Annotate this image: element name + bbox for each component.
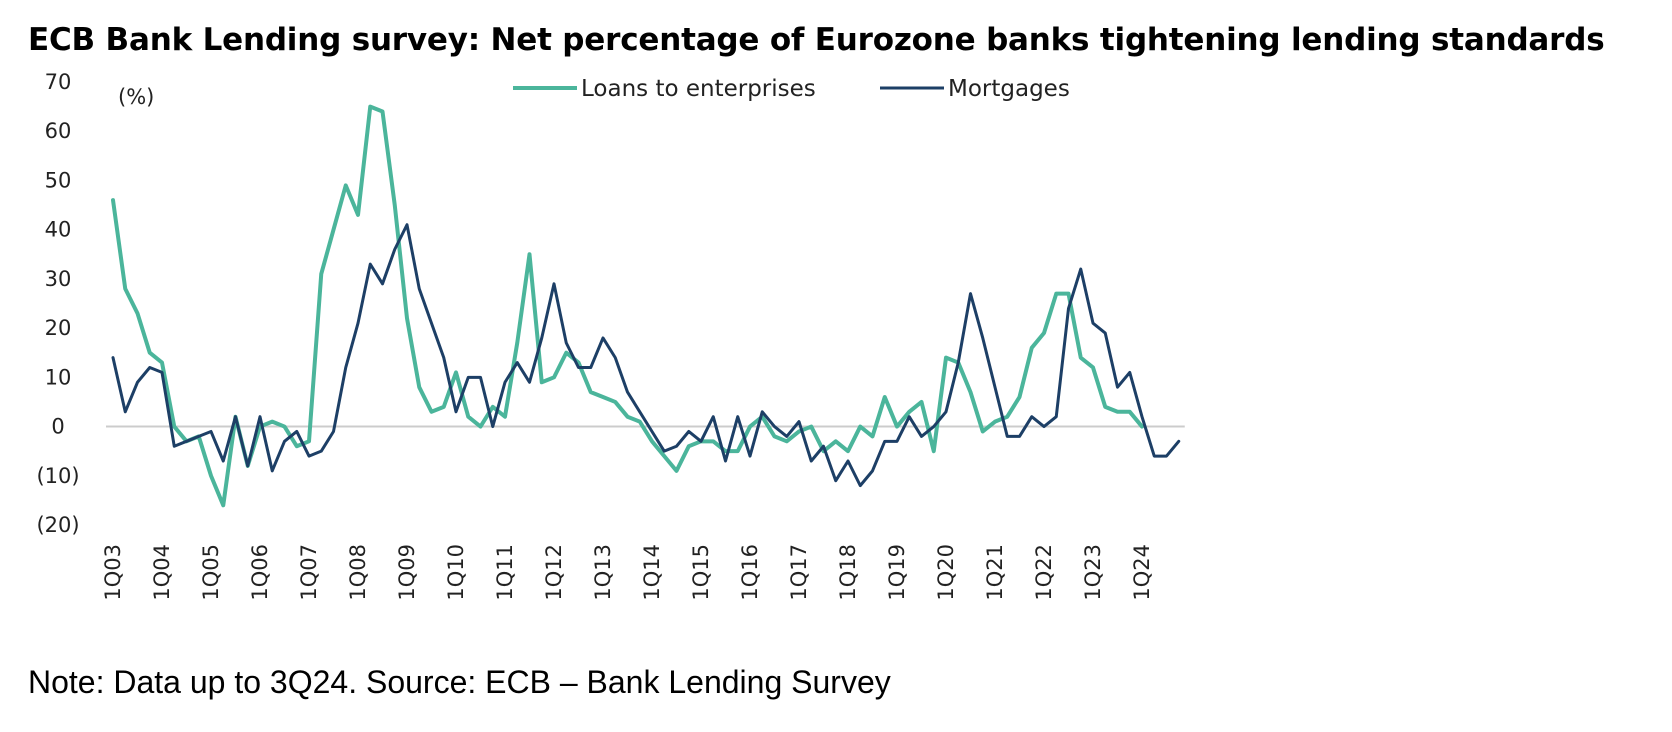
y-tick-label: 0 xyxy=(51,415,64,439)
y-tick-label: 10 xyxy=(45,365,72,389)
legend-label: Loans to enterprises xyxy=(581,76,816,102)
x-tick-label: 1Q04 xyxy=(150,544,174,601)
x-tick-label: 1Q15 xyxy=(689,544,713,601)
x-tick-label: 1Q09 xyxy=(395,544,419,601)
x-tick-label: 1Q13 xyxy=(591,544,615,601)
x-tick-label: 1Q11 xyxy=(493,544,517,601)
y-tick-label: (20) xyxy=(36,513,79,537)
x-tick-label: 1Q03 xyxy=(101,544,125,601)
x-tick-label: 1Q18 xyxy=(836,544,860,601)
y-tick-label: 50 xyxy=(45,168,72,192)
chart-title: ECB Bank Lending survey: Net percentage … xyxy=(28,22,1605,58)
x-tick-label: 1Q12 xyxy=(542,544,566,601)
x-axis: 1Q03 1Q04 1Q05 1Q06 1Q07 1Q08 1Q09 1Q10 1Q11 1Q12… xyxy=(101,544,1154,601)
legend-label: Mortgages xyxy=(948,76,1070,102)
x-tick-label: 1Q22 xyxy=(1032,544,1056,601)
y-tick-label: (10) xyxy=(36,464,79,488)
y-tick-label: 40 xyxy=(45,218,72,242)
series-line-mortgages xyxy=(111,223,1181,488)
source-note: Note: Data up to 3Q24. Source: ECB – Ban… xyxy=(28,664,891,700)
x-tick-label: 1Q10 xyxy=(444,544,468,601)
x-tick-label: 1Q17 xyxy=(787,544,811,601)
x-tick-label: 1Q24 xyxy=(1130,544,1154,601)
y-tick-label: 30 xyxy=(45,267,72,291)
y-axis: 70 60 50 40 30 20 10 0 (10) (20) xyxy=(36,70,79,537)
x-tick-label: 1Q07 xyxy=(297,544,321,601)
series-line-loans-to-enterprises xyxy=(111,104,1144,508)
y-tick-label: 70 xyxy=(45,70,72,94)
y-tick-label: 20 xyxy=(45,316,72,340)
x-tick-label: 1Q20 xyxy=(934,544,958,601)
x-tick-label: 1Q21 xyxy=(983,544,1007,601)
x-tick-label: 1Q19 xyxy=(885,544,909,601)
x-tick-label: 1Q06 xyxy=(248,544,272,601)
legend: Loans to enterprises Mortgages xyxy=(513,76,1070,102)
x-tick-label: 1Q16 xyxy=(738,544,762,601)
x-tick-label: 1Q14 xyxy=(640,544,664,601)
y-axis-unit-label: (%) xyxy=(118,85,154,109)
series-lines xyxy=(111,104,1181,508)
x-tick-label: 1Q08 xyxy=(346,544,370,601)
y-tick-label: 60 xyxy=(45,119,72,143)
x-tick-label: 1Q23 xyxy=(1081,544,1105,601)
x-tick-label: 1Q05 xyxy=(199,544,223,601)
